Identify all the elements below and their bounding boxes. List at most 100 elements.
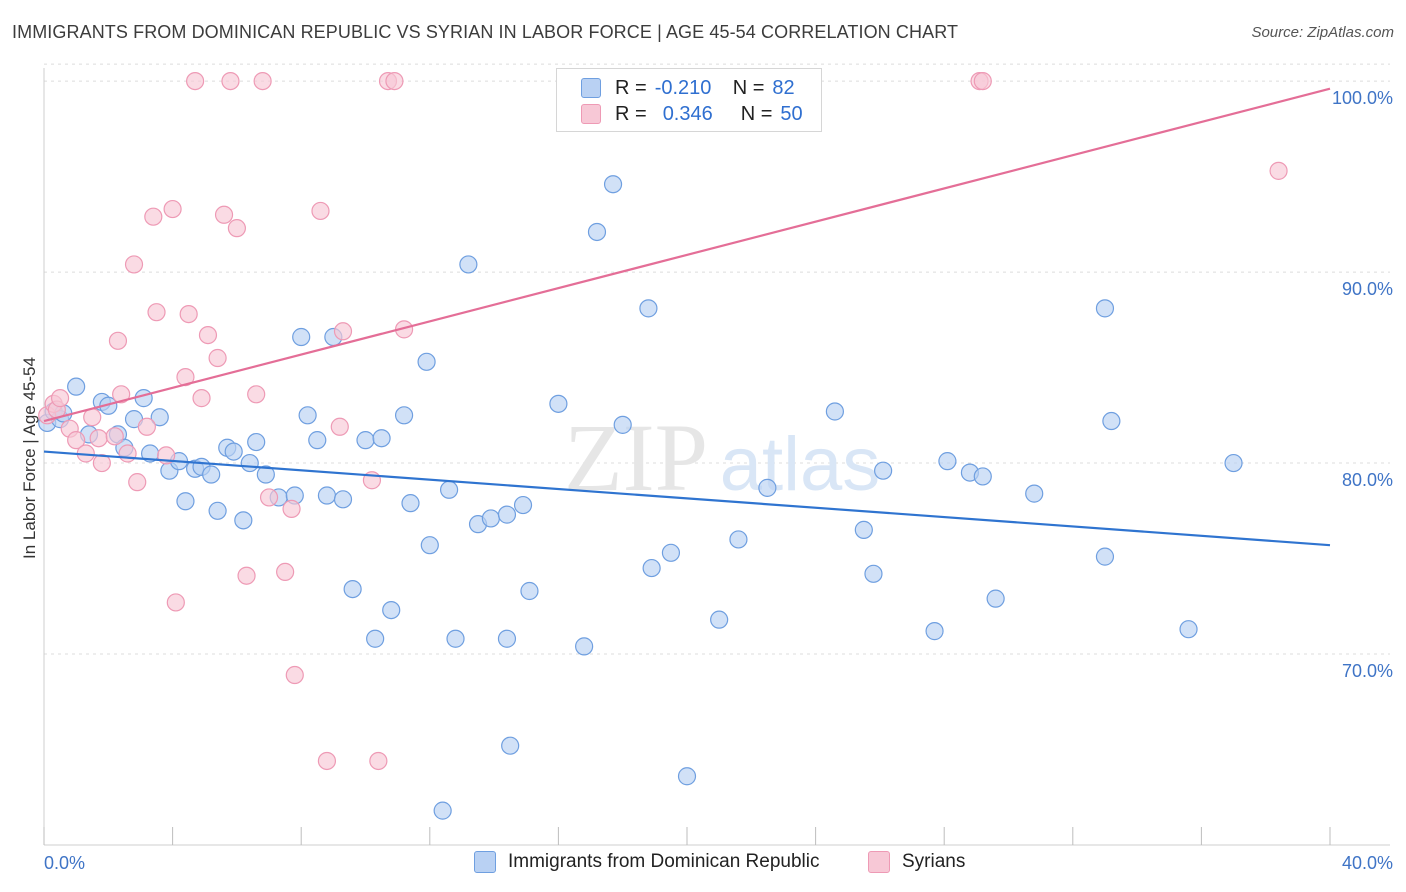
legend-n-label: N = [732,76,765,99]
point-syrian [227,219,246,238]
series-syrians [38,71,1288,771]
point-dominican [208,501,227,520]
point-dominican [372,429,391,448]
point-dominican [825,402,844,421]
point-syrian [192,389,211,408]
gridlines [44,63,1390,655]
point-dominican [501,736,520,755]
point-syrian [237,566,256,585]
point-syrian [330,417,349,436]
point-dominican [497,629,517,648]
point-dominican [446,629,465,648]
point-dominican [420,536,439,555]
point-dominican [1095,299,1115,318]
point-syrian [128,473,147,492]
source-label: Source: ZipAtlas.com [1251,24,1394,41]
point-dominican [1102,411,1121,431]
legend-r-label: R = [615,102,647,125]
point-dominican [224,442,243,461]
point-syrian [166,593,185,612]
point-syrian [276,562,295,582]
point-dominican [613,415,632,434]
point-dominican [661,543,681,562]
point-syrian [311,201,330,221]
point-dominican [603,175,623,194]
legend-row-syrian: R = 0.346 N = 50 [581,102,803,126]
point-dominican [874,461,893,480]
point-dominican [417,352,436,371]
point-syrian [221,71,240,91]
bottom-legend-syrians[interactable]: Syrians [868,851,965,873]
point-dominican [481,509,500,528]
point-syrian [92,453,111,473]
point-dominican [513,495,533,515]
legend-r-label: R = [615,76,647,99]
point-dominican [394,406,414,425]
y-tick-label: 70.0% [1342,661,1393,681]
tick-labels: 70.0% 80.0% 90.0% 100.0% 0.0% 40.0% [44,88,1393,873]
point-dominican [433,801,452,820]
point-dominican [176,492,195,511]
point-dominican [439,480,459,499]
bottom-legend-swatch-pink [868,851,890,873]
bottom-legend-swatch-blue [474,851,496,873]
bottom-legend-dominican[interactable]: Immigrants from Dominican Republic [474,851,820,873]
bottom-legend-label: Immigrants from Dominican Republic [508,851,820,872]
point-syrian [214,205,234,224]
point-syrian [108,331,128,350]
point-syrian [112,385,131,404]
point-syrian [282,499,301,518]
point-dominican [247,432,266,452]
point-dominican [202,465,221,484]
data-points [38,71,1288,820]
point-syrian [50,389,70,408]
point-syrian [83,408,102,427]
point-dominican [549,394,568,413]
legend-r-value: -0.210 [654,76,712,99]
point-dominican [587,222,607,242]
point-dominican [1025,484,1044,503]
point-dominican [1224,453,1243,473]
point-dominican [497,505,517,524]
point-dominican [1179,620,1198,639]
point-dominican [864,564,883,583]
point-dominican [710,610,729,629]
point-syrian [118,444,137,463]
x-tick-label: 40.0% [1342,853,1393,873]
point-syrian [247,385,266,404]
point-dominican [401,494,420,513]
point-dominican [575,637,594,656]
point-syrian [317,751,337,771]
point-dominican [366,629,385,648]
y-tick-label: 100.0% [1332,88,1393,108]
point-syrian [973,71,992,91]
y-tick-label: 90.0% [1342,279,1393,299]
legend-n-value: 50 [780,102,803,125]
point-syrian [285,665,304,685]
point-dominican [382,600,401,620]
point-syrian [67,431,86,450]
legend-swatch-pink [581,104,601,124]
point-dominican [986,589,1005,608]
x-tick-label: 0.0% [44,853,85,873]
point-syrian [163,199,182,219]
watermark-atlas: atlas [720,422,881,507]
bottom-legend-label: Syrians [902,851,966,872]
point-dominican [240,453,259,473]
point-dominican [459,255,478,274]
legend-r-value: 0.346 [662,102,713,125]
point-dominican [677,767,697,786]
point-syrian [253,71,272,91]
point-dominican [639,299,658,318]
point-syrian [144,207,163,226]
watermark: ZIP atlas [564,404,880,511]
point-dominican [356,431,375,450]
point-dominican [134,389,153,408]
point-dominican [256,465,275,484]
series-dominican [38,175,1243,820]
point-syrian [186,71,205,91]
point-dominican [642,558,661,578]
point-dominican [67,377,86,396]
legend-swatch-blue [581,78,601,98]
